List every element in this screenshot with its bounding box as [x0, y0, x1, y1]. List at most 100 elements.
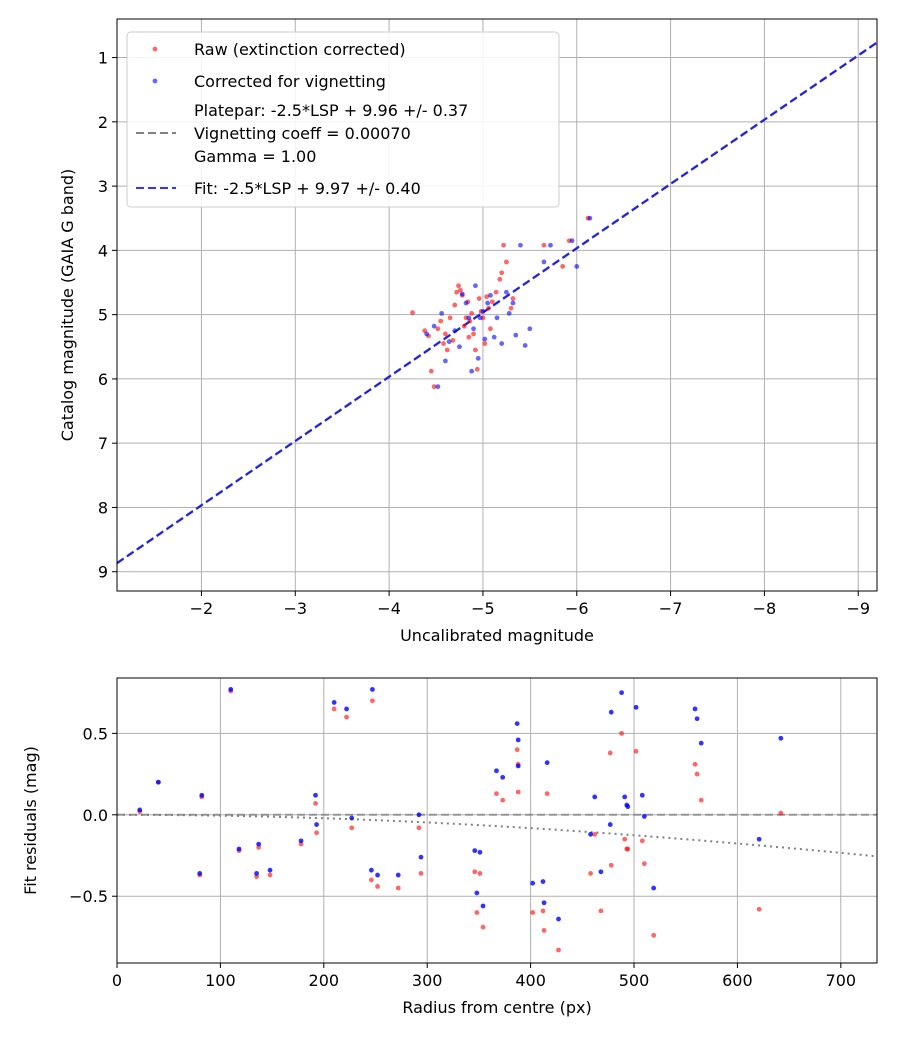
axes-frame — [116, 18, 878, 592]
corrected-point — [541, 259, 547, 265]
x-tick-label: −3 — [283, 599, 307, 618]
corrected-point — [267, 867, 273, 873]
raw-point — [344, 714, 349, 720]
corrected-point — [756, 836, 762, 842]
raw-point — [456, 283, 461, 289]
x-tick-label: 0 — [112, 971, 122, 990]
raw-point — [314, 830, 319, 836]
corrected-point — [442, 358, 448, 364]
y-tick-label: 0.5 — [83, 724, 108, 743]
vignetting-curve — [117, 813, 877, 858]
raw-point — [476, 296, 482, 301]
corrected-point — [236, 846, 242, 852]
raw-point — [313, 801, 318, 806]
raw-point — [466, 334, 472, 340]
calibration-chart: −2 −3 −4 −5 −6 −7 −8 −9 1 2 3 4 5 6 7 8 9 Uncalibrated ma… — [58, 18, 878, 645]
raw-point — [472, 869, 478, 875]
raw-point — [633, 748, 639, 754]
corrected-point — [544, 760, 550, 766]
corrected-point — [569, 238, 575, 244]
y-tick-label: 3 — [98, 177, 108, 196]
corrected-point — [471, 326, 476, 332]
raw-point — [499, 270, 505, 276]
raw-point — [592, 831, 598, 837]
y-tick-label: 9 — [98, 563, 108, 582]
x-tick-label: −7 — [659, 599, 683, 618]
x-tick-label: 600 — [722, 971, 753, 990]
corrected-point — [155, 779, 161, 785]
corrected-point — [503, 289, 509, 295]
y-tick-label: 1 — [98, 49, 108, 68]
y-tick-label: 8 — [98, 498, 108, 517]
corrected-point — [694, 716, 700, 722]
raw-point — [541, 242, 547, 248]
corrected-point — [651, 885, 657, 891]
legend-label: Gamma = 1.00 — [194, 147, 316, 166]
raw-point — [435, 326, 441, 332]
x-tick-label: −2 — [190, 599, 214, 618]
legend: Raw (extinction corrected) Corrected for … — [126, 31, 560, 208]
corrected-point — [515, 737, 521, 743]
raw-point — [608, 862, 614, 868]
y-tick-label: 6 — [98, 370, 108, 389]
y-tick-label: 7 — [98, 434, 108, 453]
raw-point — [544, 791, 550, 797]
raw-point — [349, 825, 355, 831]
corrected-point — [368, 867, 374, 873]
corrected-point — [452, 328, 458, 334]
raw-point — [395, 885, 401, 891]
corrected-point — [480, 309, 486, 314]
legend-label: Fit: -2.5*LSP + 9.97 +/- 0.40 — [194, 179, 421, 198]
raw-point — [368, 877, 374, 883]
raw-point — [494, 791, 499, 797]
corrected-point — [625, 804, 631, 810]
corrected-point — [473, 283, 478, 289]
corrected-point — [395, 872, 401, 878]
raw-point — [331, 706, 337, 712]
raw-point — [541, 928, 547, 933]
corrected-point — [619, 690, 624, 696]
corrected-point — [541, 900, 547, 906]
corrected-point — [510, 300, 516, 306]
raw-point — [778, 810, 784, 816]
raw-point — [588, 871, 593, 876]
raw-point — [556, 947, 561, 953]
y-axis-label: Fit residuals (mag) — [21, 746, 40, 895]
y-tick-label: 0.0 — [83, 806, 108, 825]
x-tick-label: −8 — [753, 599, 777, 618]
corrected-point — [331, 700, 337, 705]
raw-point — [474, 910, 480, 915]
x-tick-label: 700 — [826, 971, 857, 990]
raw-point — [756, 906, 762, 912]
corrected-point — [633, 704, 639, 710]
raw-point — [607, 750, 613, 756]
corrected-point — [344, 706, 349, 712]
corrected-point — [480, 903, 486, 909]
raw-point — [503, 259, 509, 265]
corrected-point — [698, 740, 704, 746]
corrected-point — [592, 794, 598, 800]
raw-point — [694, 771, 700, 777]
raw-point — [619, 730, 624, 736]
x-tick-label: −5 — [471, 599, 495, 618]
raw-point — [454, 289, 460, 295]
raw-point — [515, 789, 521, 795]
raw-point — [441, 341, 446, 346]
raw-point — [431, 384, 437, 390]
y-tick-label: −0.5 — [69, 887, 108, 906]
x-tick-label: 500 — [619, 971, 650, 990]
x-tick-label: 400 — [515, 971, 546, 990]
corrected-point — [199, 792, 205, 798]
legend-label: Platepar: -2.5*LSP + 9.96 +/- 0.37 — [194, 101, 468, 120]
raw-point — [444, 347, 450, 353]
corrected-point — [488, 292, 493, 298]
corrected-point — [314, 822, 319, 827]
x-tick-label: 200 — [309, 971, 340, 990]
corrected-point — [416, 812, 422, 818]
raw-point — [480, 924, 486, 930]
corrected-point — [540, 879, 546, 884]
corrected-point — [463, 300, 469, 306]
corrected-point — [472, 848, 478, 854]
corrected-point — [457, 344, 462, 350]
corrected-point — [514, 721, 520, 726]
